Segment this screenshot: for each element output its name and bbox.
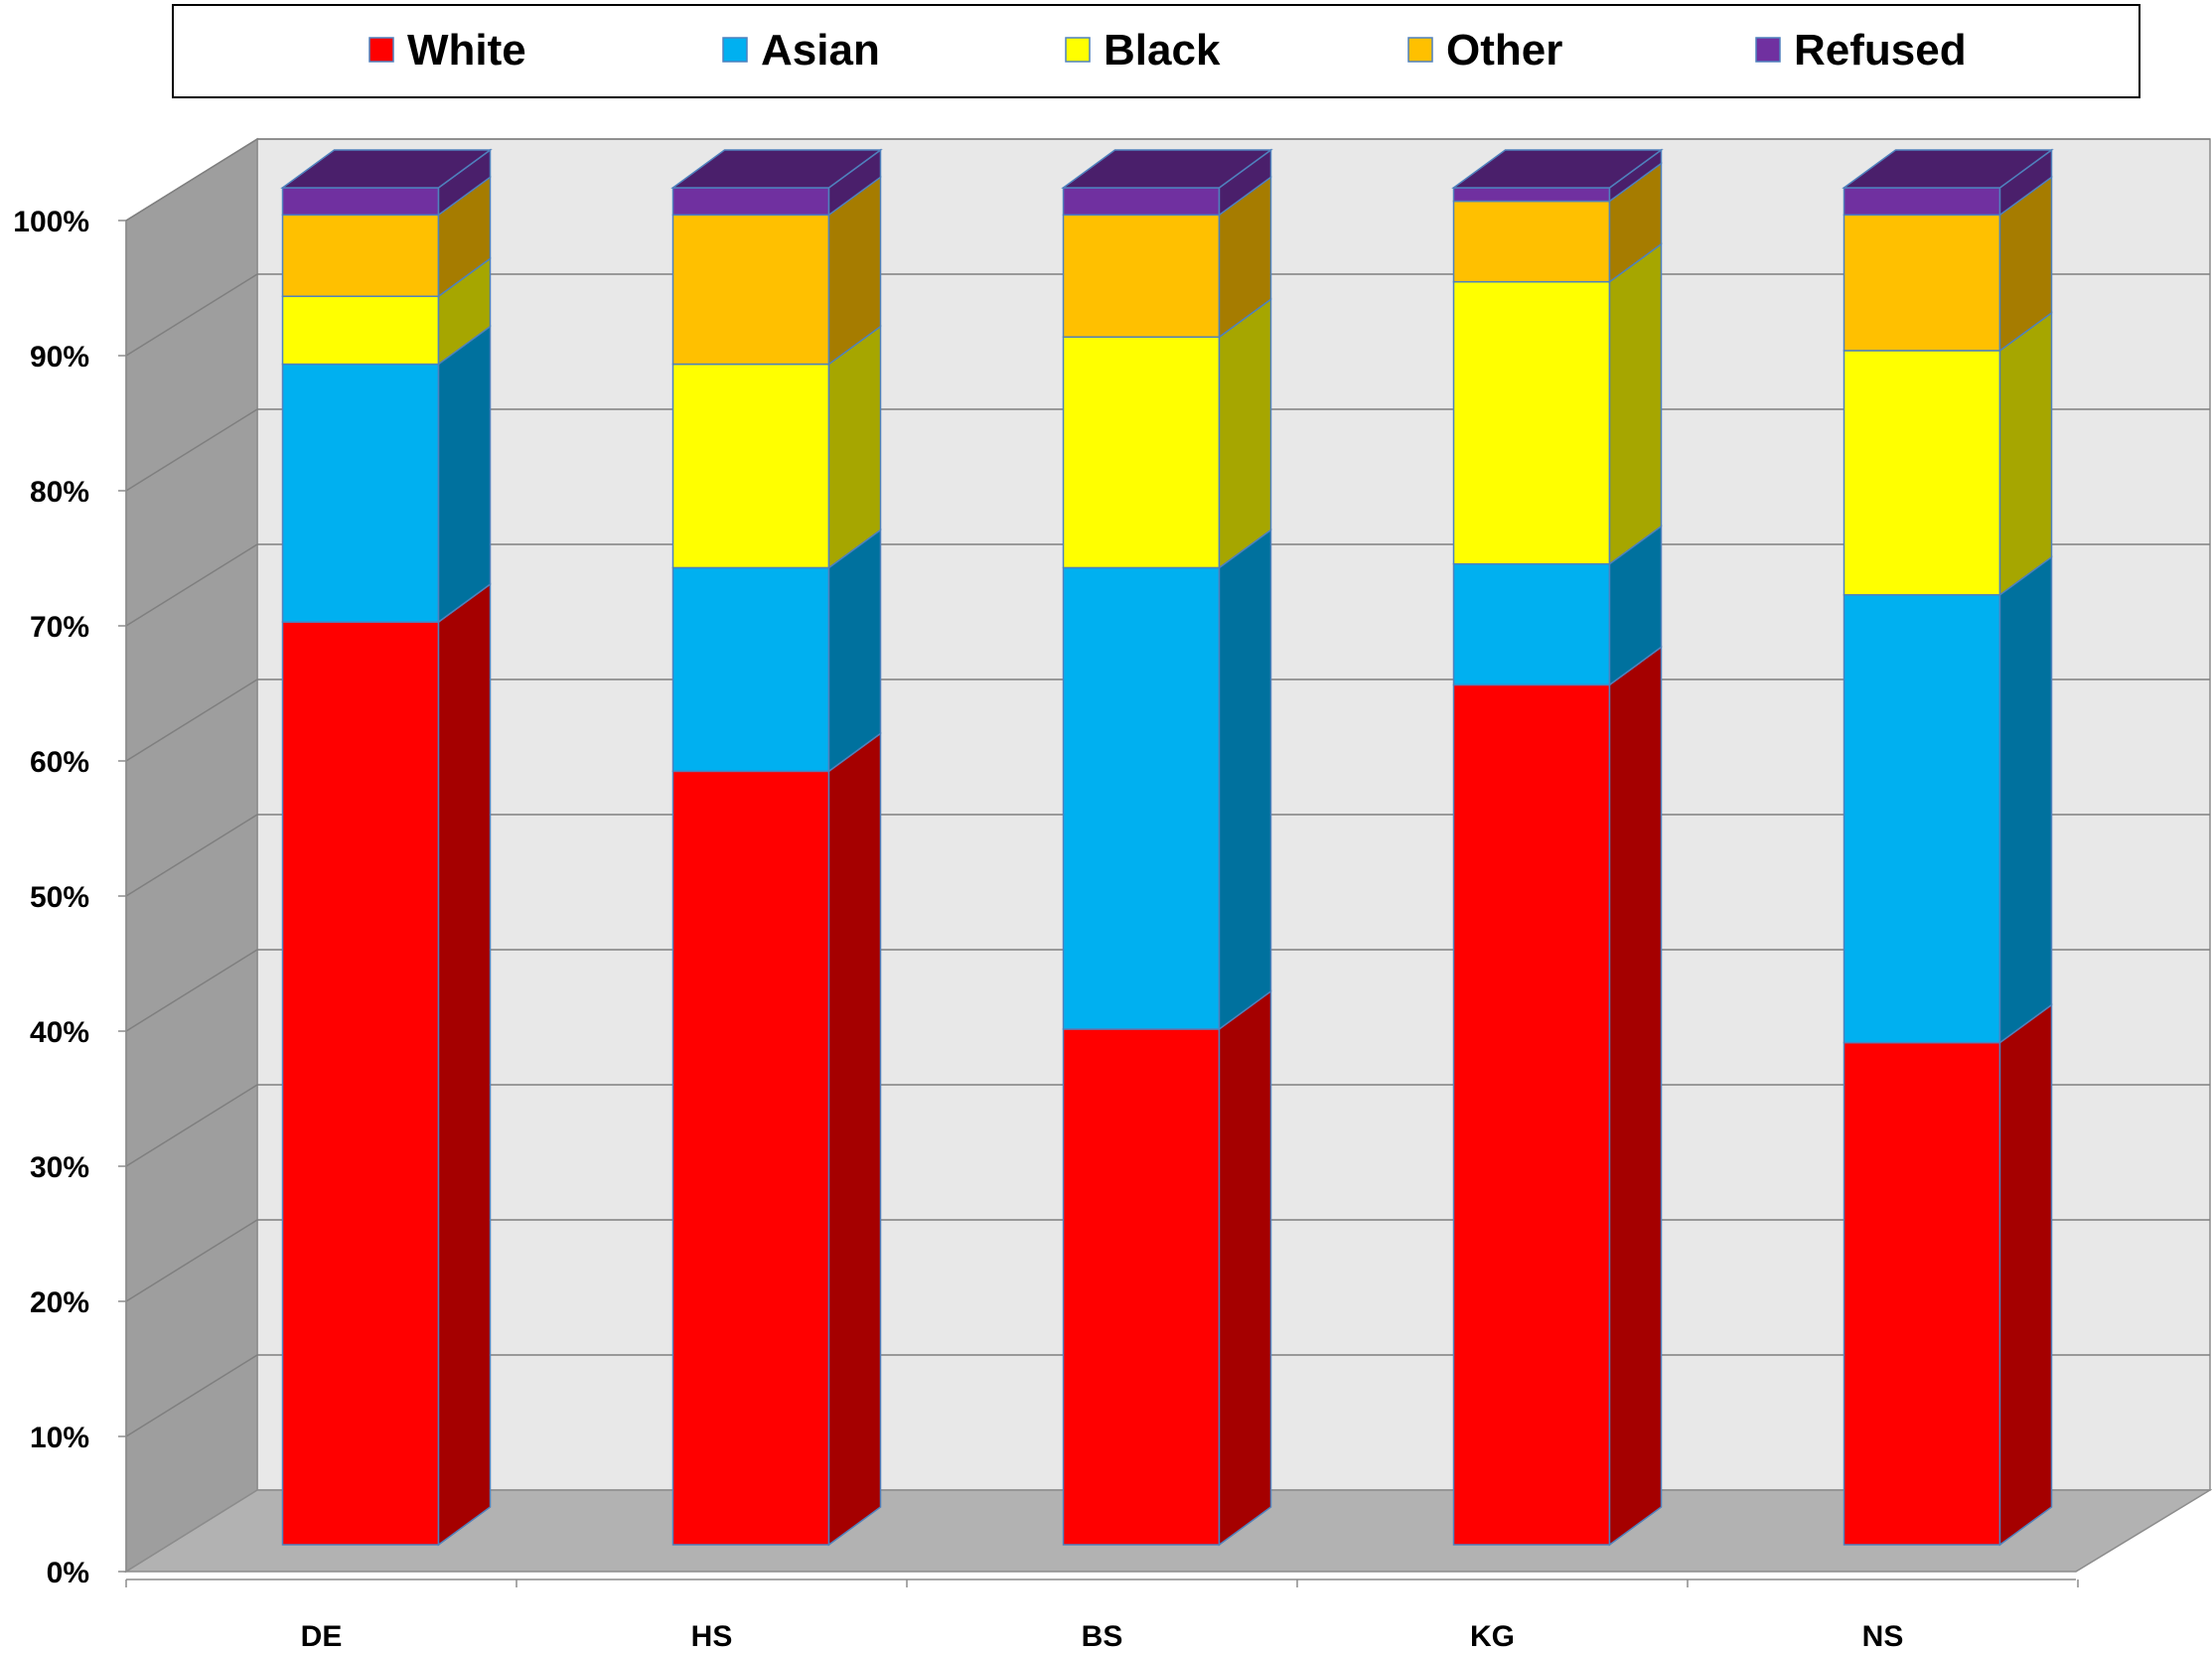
y-tick-label: 30% (30, 1151, 89, 1184)
legend-swatch-white (369, 37, 394, 63)
legend-label-asian: Asian (761, 26, 880, 75)
y-tick-label: 70% (30, 611, 89, 644)
legend-swatch-asian (722, 37, 748, 63)
bar-hs-white-side (827, 731, 882, 1547)
legend-label-white: White (407, 26, 526, 75)
bar-de-asian (281, 363, 440, 623)
bar-kg-black (1452, 280, 1611, 565)
x-axis: DE HS BS KG NS (125, 1579, 2079, 1653)
bar-hs-black (671, 363, 830, 569)
bar-group-ns (1842, 148, 2054, 1547)
x-tick-label: KG (1470, 1620, 1515, 1653)
bar-bs-refused-top (1061, 149, 1273, 189)
bar-group-bs (1061, 148, 1273, 1547)
y-axis: 0% 10% 20% 30% 40% 50% 60% 70% 80% 90% 100% (13, 206, 127, 1589)
bar-de-other (281, 214, 440, 298)
bar-hs-asian-side (827, 528, 882, 773)
bar-group-kg (1451, 148, 1664, 1547)
y-tick-label: 100% (13, 206, 89, 238)
x-tick-label: HS (691, 1620, 733, 1653)
x-tick-label: NS (1862, 1620, 1904, 1653)
bar-ns-other (1843, 214, 2001, 352)
bars (280, 148, 2054, 1547)
gridline-side (125, 949, 258, 1032)
bar-kg-white-side (1608, 645, 1663, 1547)
bar-bs-black-side (1218, 297, 1272, 569)
y-tick-label: 20% (30, 1286, 89, 1319)
bar-kg-refused (1452, 187, 1611, 203)
gridline-side (125, 1354, 258, 1437)
bar-hs-asian (671, 566, 830, 773)
bar-bs-refused (1062, 187, 1221, 217)
gridline-side (125, 678, 258, 762)
bar-hs-refused (671, 187, 830, 217)
bar-ns-asian (1843, 594, 2001, 1044)
gridline-side (125, 273, 258, 357)
bar-bs-black (1062, 336, 1221, 569)
gridline-side (125, 138, 258, 222)
bar-kg-asian (1452, 562, 1611, 686)
bar-ns-black-side (1998, 311, 2053, 597)
bar-ns-refused-top (1842, 149, 2054, 189)
bar-de-white-side (437, 582, 492, 1547)
y-tick-label: 0% (47, 1557, 89, 1589)
bar-bs-white (1062, 1028, 1221, 1546)
bar-bs-other (1062, 214, 1221, 339)
x-tick-label: BS (1082, 1620, 1123, 1653)
legend-swatch-refused (1755, 37, 1781, 63)
legend-label-other: Other (1446, 26, 1562, 75)
bar-kg-black-side (1608, 242, 1663, 566)
bar-ns-refused (1843, 187, 2001, 217)
legend-box (172, 4, 2140, 98)
bar-kg-white (1452, 683, 1611, 1546)
bar-bs-white-side (1218, 989, 1272, 1547)
y-tick-label: 60% (30, 746, 89, 779)
bar-hs-white (671, 770, 830, 1546)
legend-swatch-other (1407, 37, 1433, 63)
legend-label-refused: Refused (1794, 26, 1967, 75)
bar-group-hs (670, 148, 883, 1547)
bar-kg-other (1452, 200, 1611, 283)
bar-ns-white (1843, 1041, 2001, 1546)
gridline-side (125, 814, 258, 897)
bar-hs-black-side (827, 325, 882, 569)
bar-de-asian-side (437, 325, 492, 624)
y-tick-label: 90% (30, 341, 89, 374)
gridline-side (125, 1084, 258, 1167)
y-tick-label: 40% (30, 1016, 89, 1049)
legend-label-black: Black (1104, 26, 1221, 75)
bar-de-black (281, 295, 440, 366)
bar-hs-refused-top (670, 149, 883, 189)
bar-kg-refused-top (1451, 149, 1664, 189)
bar-de-refused (281, 187, 440, 217)
bar-bs-asian (1062, 566, 1221, 1030)
y-tick-label: 80% (30, 476, 89, 509)
bar-ns-black (1843, 350, 2001, 596)
y-tick-label: 50% (30, 881, 89, 914)
bar-group-de (280, 148, 493, 1547)
gridline-side (125, 543, 258, 627)
legend-swatch-black (1065, 37, 1091, 63)
y-tick-label: 10% (30, 1422, 89, 1454)
legend: White Asian Black Other Refused (172, 4, 2140, 98)
bar-de-white (281, 621, 440, 1546)
bar-ns-asian-side (1998, 555, 2053, 1045)
bar-ns-white-side (1998, 1003, 2053, 1547)
bar-de-refused-top (280, 149, 493, 189)
gridline-side (125, 1219, 258, 1302)
bar-bs-asian-side (1218, 528, 1272, 1031)
bar-hs-other (671, 214, 830, 366)
gridline-side (125, 408, 258, 492)
x-tick-label: DE (301, 1620, 343, 1653)
